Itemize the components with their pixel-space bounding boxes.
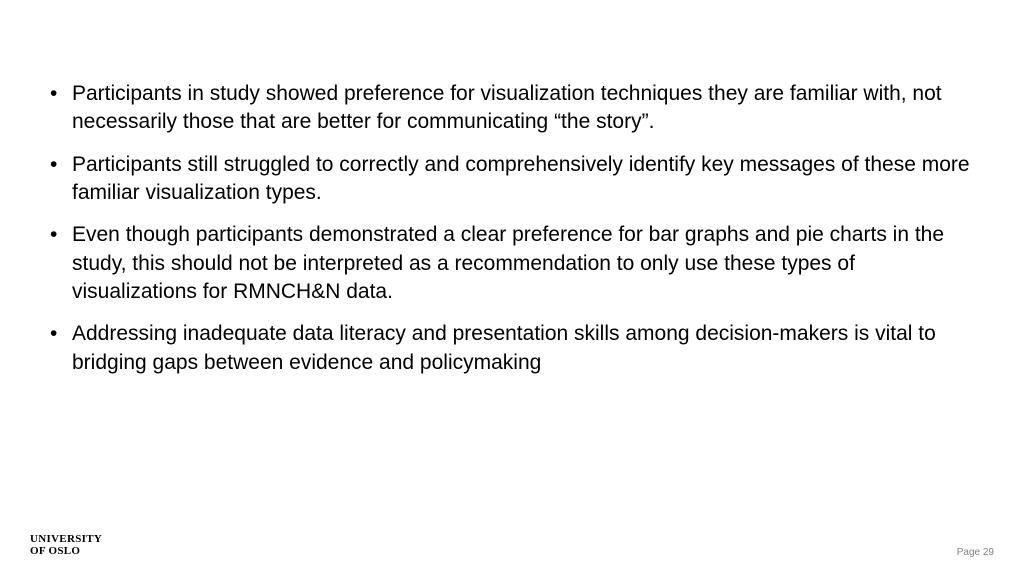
institution-label: UNIVERSITY OF OSLO xyxy=(30,533,994,558)
list-item: Addressing inadequate data literacy and … xyxy=(40,320,984,377)
list-item: Participants still struggled to correctl… xyxy=(40,151,984,208)
institution-line2: OF OSLO xyxy=(30,545,994,558)
list-item: Even though participants demonstrated a … xyxy=(40,221,984,306)
slide-content: Participants in study showed preference … xyxy=(0,0,1024,377)
institution-line1: UNIVERSITY xyxy=(30,533,994,546)
page-number: Page 29 xyxy=(957,547,994,558)
list-item: Participants in study showed preference … xyxy=(40,80,984,137)
slide-footer: UNIVERSITY OF OSLO Page 29 xyxy=(0,533,1024,558)
bullet-list: Participants in study showed preference … xyxy=(40,80,984,377)
